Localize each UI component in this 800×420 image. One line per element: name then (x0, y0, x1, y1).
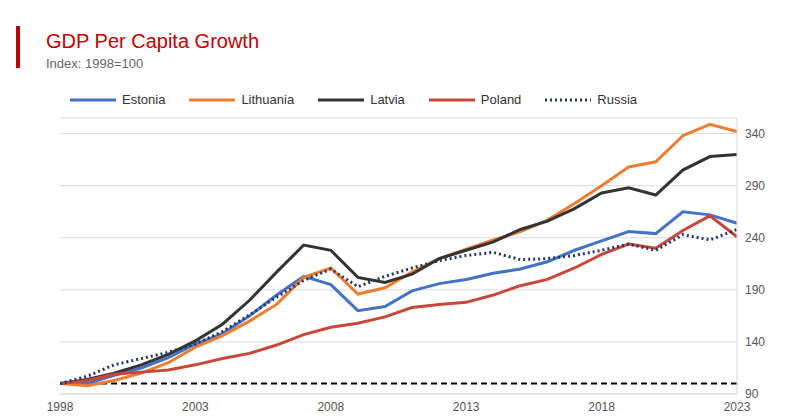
svg-text:2008: 2008 (317, 400, 344, 414)
svg-text:290: 290 (745, 179, 765, 193)
svg-text:90: 90 (745, 387, 759, 401)
html-text:GDP Per Capita Growth: GDP Per Capita Growth (46, 30, 259, 52)
svg-text:240: 240 (745, 231, 765, 245)
svg-text:140: 140 (745, 335, 765, 349)
svg-text:2023: 2023 (724, 400, 751, 414)
html-text:Lithuania: Lithuania (241, 92, 295, 107)
html-text:Latvia: Latvia (370, 92, 405, 107)
html-text:Poland: Poland (480, 92, 522, 107)
svg-text:1998: 1998 (47, 400, 74, 414)
svg-text:190: 190 (745, 283, 765, 297)
svg-text:2018: 2018 (588, 400, 615, 414)
html-text:Estonia: Estonia (122, 92, 166, 107)
html-text:Index: 1998=100: Index: 1998=100 (46, 56, 144, 71)
html-text:Russia: Russia (597, 92, 638, 107)
svg-text:2003: 2003 (182, 400, 209, 414)
svg-text:2013: 2013 (453, 400, 480, 414)
svg-text:340: 340 (745, 127, 765, 141)
